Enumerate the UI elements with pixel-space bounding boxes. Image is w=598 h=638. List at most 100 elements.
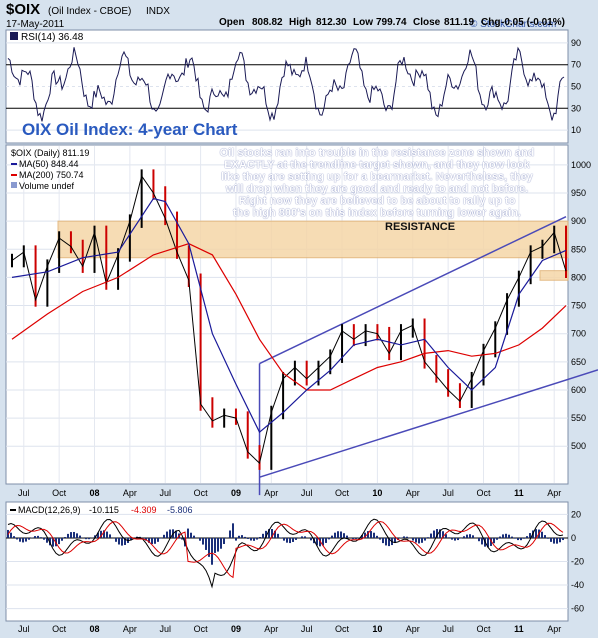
x-axis-label: Jul [301,488,313,498]
x-axis-label: Jul [159,488,171,498]
macd-tick-label: -60 [571,604,584,614]
x-axis-label: 08 [90,488,100,498]
x-axis-label: 10 [372,624,382,634]
x-axis-labels-bottom: Jul Oct 08 Apr Jul Oct 09 Apr Jul Oct 10 Apr Jul Oct 1… [18,624,561,634]
price-tick-label: 500 [571,441,586,451]
x-axis-label: Apr [264,488,278,498]
index-name: (Oil Index - CBOE) [48,6,131,17]
annotation-line: like they are setting up for a bearmarke… [221,171,533,183]
price-tick-label: 800 [571,272,586,282]
price-panel: RESISTANCE OIX Oil Index: 4-year Chart $… [5,120,598,498]
macd-histogram [7,523,564,565]
annotation-text: Oil stocks ran into trouble in the resis… [201,147,553,219]
rsi-panel: RSI(14) 36.48 90 70 50 30 10 [5,29,581,144]
high-label: High [289,17,311,28]
annotation-line: Right now they are believed to be about … [238,195,516,207]
legend-volume: Volume undef [19,181,75,191]
macd-line [7,518,564,589]
rsi-tick-label: 90 [571,38,581,48]
channel-lower-trendline [259,369,598,478]
ma50-line [11,197,567,434]
x-axis-label: Oct [476,488,491,498]
watermark: © StockCharts.com [470,19,556,30]
price-tick-label: 750 [571,301,586,311]
x-axis-label: 08 [90,624,100,634]
x-axis-label: Oct [52,624,67,634]
chg-value: -0.05 (-0.01%) [501,17,565,28]
price-tick-label: 700 [571,329,586,339]
annotation-line: Oil stocks ran into trouble in the resis… [219,147,535,159]
x-axis-label: Oct [194,624,209,634]
legend-volume-swatch [11,182,17,188]
macd-signal-value: -4.309 [131,505,157,515]
rsi-tick-labels: 90 70 50 30 10 [571,38,581,135]
price-tick-label: 650 [571,357,586,367]
x-axis-label: Apr [123,624,137,634]
price-tick-label: 1000 [571,160,591,170]
x-axis-label: Jul [442,624,454,634]
symbol: $OIX [6,1,40,18]
macd-label: MACD(12,26,9) [18,505,81,515]
rsi-line [7,46,565,122]
price-tick-label: 950 [571,188,586,198]
rsi-legend-swatch [10,32,18,40]
annotation-line: EXACTLY at the trendline target shown, a… [224,159,530,171]
chg-label: Chg [481,17,500,28]
open-value: 808.82 [252,17,283,28]
annotation-line: the high 800's on this index before turn… [232,207,522,219]
x-axis-label: Apr [547,624,561,634]
x-axis-label: 09 [231,488,241,498]
x-axis-label: Apr [406,488,420,498]
x-axis-label: 11 [514,624,524,634]
x-axis-label: Oct [476,624,491,634]
rsi-tick-label: 70 [571,60,581,70]
chart-header: $OIX (Oil Index - CBOE) INDX 17-May-2011… [6,1,565,30]
x-axis-label: Oct [52,488,67,498]
macd-value: -10.115 [89,505,119,515]
x-axis-label: 10 [372,488,382,498]
price-close-line [11,174,567,465]
close-label: Close [413,17,441,28]
x-axis-label: Oct [335,488,350,498]
x-axis-label: Jul [159,624,171,634]
x-axis-label: 11 [514,488,524,498]
support-box [539,270,569,281]
exchange: INDX [146,6,170,17]
x-axis-label: 09 [231,624,241,634]
x-axis-labels-price: Jul Oct 08 Apr Jul Oct 09 Apr Jul Oct 10 Apr Jul Oct 1… [18,488,561,498]
x-axis-label: Apr [123,488,137,498]
price-tick-label: 600 [571,385,586,395]
macd-tick-labels: 20 0 -20 -40 -60 [571,509,584,613]
rsi-tick-label: 30 [571,103,581,113]
ma200-line [11,243,567,391]
x-axis-label: Apr [264,624,278,634]
x-axis-label: Jul [18,488,30,498]
price-tick-label: 550 [571,413,586,423]
price-tick-label: 850 [571,244,586,254]
x-axis-label: Oct [335,624,350,634]
rsi-label: RSI(14) 36.48 [21,32,84,43]
chart-date: 17-May-2011 [6,19,65,30]
x-axis-label: Oct [194,488,209,498]
macd-tick-label: -40 [571,580,584,590]
legend-ma200: MA(200) 750.74 [19,170,84,180]
x-axis-label: Apr [547,488,561,498]
macd-signal-line [7,520,564,579]
price-gridlines [6,146,568,483]
price-tick-label: 900 [571,216,586,226]
macd-tick-label: -20 [571,557,584,567]
close-value: 811.19 [444,17,474,28]
open-label: Open [219,17,245,28]
x-axis-label: Apr [406,624,420,634]
annotation-line: will drop when they are good and ready t… [225,183,529,195]
resistance-label: RESISTANCE [385,221,455,233]
price-tick-labels: 1000 950 900 850 800 750 700 650 600 550 500 [571,160,591,451]
x-axis-label: Jul [301,624,313,634]
x-axis-label: Jul [18,624,30,634]
low-label: Low [353,17,373,28]
rsi-tick-label: 10 [571,125,581,135]
macd-tick-label: 20 [571,509,581,519]
low-value: 799.74 [376,17,407,28]
channel-upper-trendline [259,215,567,365]
x-axis-label: Jul [442,488,454,498]
